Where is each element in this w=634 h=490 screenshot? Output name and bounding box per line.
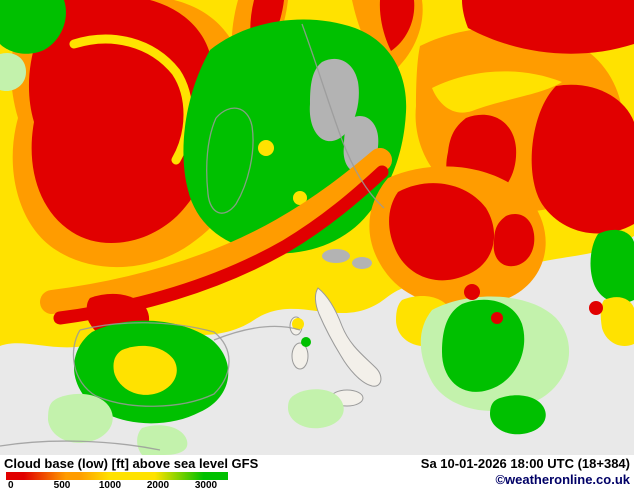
map-region-right-edge [589,229,634,347]
map-region-atlantic-low [11,0,245,268]
legend-tick-3000: 3000 [194,480,218,490]
legend-tick-2000: 2000 [146,480,170,490]
map-region-greece [420,284,570,435]
legend-tick-1000: 1000 [98,480,122,490]
map-area [0,0,634,455]
map-region-northwest-green [0,0,66,92]
footer-bar: Cloud base (low) [ft] above sea level GF… [0,455,634,490]
map-region-pale-patches [48,318,344,455]
legend-tick-500: 500 [53,480,71,490]
copyright-link[interactable]: ©weatheronline.co.uk [495,472,630,487]
color-scale-gradient [6,472,228,480]
legend-row: 0 500 1000 2000 3000 ©weatheronline.co.u… [0,471,634,490]
color-scale-legend: 0 500 1000 2000 3000 [6,472,238,490]
legend-tick-0: 0 [8,480,14,490]
map-coastlines [0,23,385,451]
map-title: Cloud base (low) [ft] above sea level GF… [4,456,259,471]
map-region-iberia [74,293,229,424]
map-region-alps-gray [322,249,372,269]
cloud-base-map [0,0,634,455]
map-datetime: Sa 10-01-2026 18:00 UTC (18+384) [420,456,630,471]
caption-row: Cloud base (low) [ft] above sea level GF… [0,455,634,471]
color-scale-ticks: 0 500 1000 2000 3000 [6,480,238,490]
map-region-northeast-mass [415,0,634,234]
